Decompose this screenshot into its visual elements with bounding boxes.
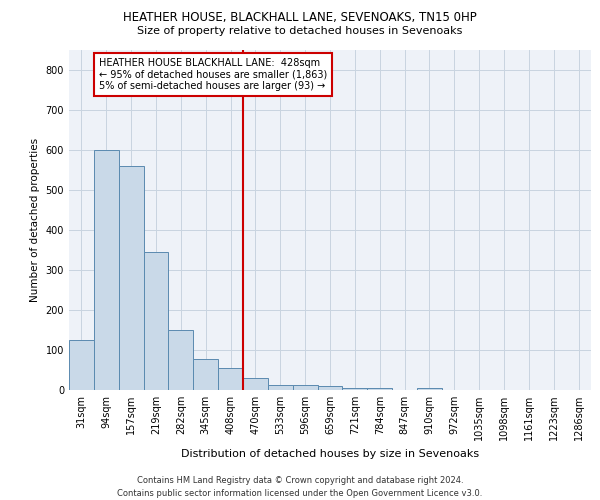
Bar xyxy=(367,388,392,390)
Bar xyxy=(169,330,193,390)
Y-axis label: Number of detached properties: Number of detached properties xyxy=(30,138,40,302)
Text: HEATHER HOUSE BLACKHALL LANE:  428sqm
← 95% of detached houses are smaller (1,86: HEATHER HOUSE BLACKHALL LANE: 428sqm ← 9… xyxy=(99,58,327,91)
Bar xyxy=(268,385,293,390)
Bar xyxy=(69,340,94,390)
Text: HEATHER HOUSE, BLACKHALL LANE, SEVENOAKS, TN15 0HP: HEATHER HOUSE, BLACKHALL LANE, SEVENOAKS… xyxy=(123,11,477,24)
Bar xyxy=(417,388,442,390)
X-axis label: Distribution of detached houses by size in Sevenoaks: Distribution of detached houses by size … xyxy=(181,448,479,458)
Text: Contains HM Land Registry data © Crown copyright and database right 2024.
Contai: Contains HM Land Registry data © Crown c… xyxy=(118,476,482,498)
Bar xyxy=(243,378,268,390)
Bar xyxy=(293,385,317,390)
Bar xyxy=(193,359,218,390)
Bar xyxy=(119,166,143,390)
Bar xyxy=(343,388,367,390)
Bar xyxy=(94,150,119,390)
Text: Size of property relative to detached houses in Sevenoaks: Size of property relative to detached ho… xyxy=(137,26,463,36)
Bar xyxy=(218,368,243,390)
Bar xyxy=(317,386,343,390)
Bar xyxy=(143,252,169,390)
